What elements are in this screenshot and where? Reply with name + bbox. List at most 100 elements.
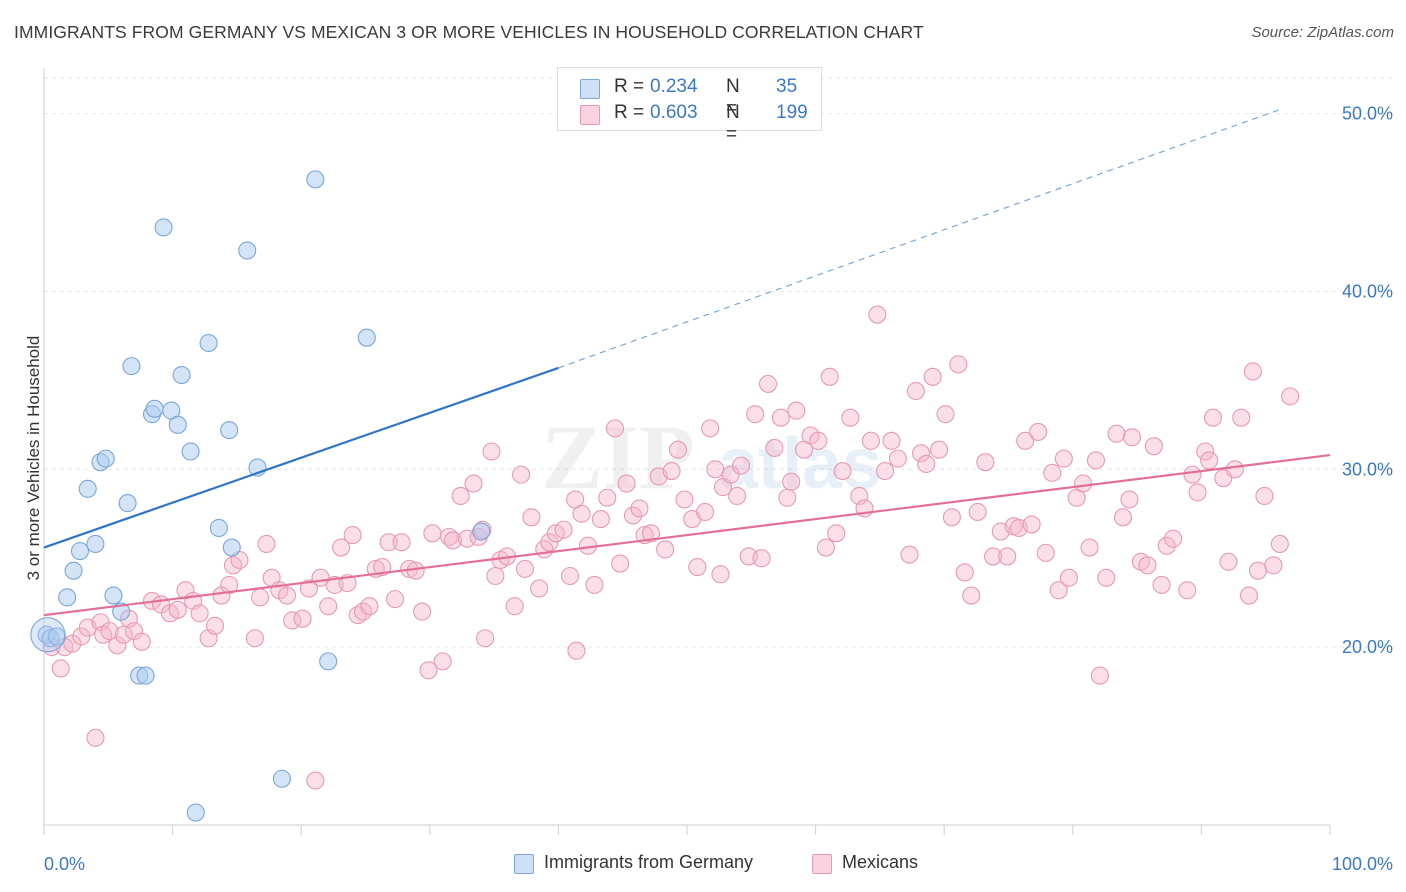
germany-point (86, 534, 105, 554)
mexicans-point (1255, 486, 1274, 506)
germany-point (272, 769, 291, 788)
mexicans-point (900, 545, 919, 564)
n-value: 35 (776, 76, 798, 97)
mexicans-point (1022, 515, 1041, 534)
r-value: 0.603 (650, 102, 698, 123)
mexicans-point (1113, 508, 1133, 527)
germany-trend-line (43, 366, 559, 549)
mexicans-point (1090, 666, 1109, 685)
mexicans-point (1054, 449, 1073, 468)
n-value: 199 (776, 102, 808, 123)
mexicans-point (617, 474, 636, 493)
y-tick-label: 50.0% (1342, 104, 1393, 124)
mexicans-point (1157, 536, 1176, 555)
mexicans-point (250, 588, 270, 607)
mexicans-point (1203, 408, 1223, 427)
mexicans-point (343, 526, 362, 545)
mexicans-swatch (580, 105, 600, 125)
mexicans-point (942, 508, 961, 527)
mexicans-point (1086, 451, 1105, 470)
germany-point (78, 479, 97, 498)
mexicans-point (1183, 465, 1202, 484)
germany-legend-swatch (514, 854, 534, 874)
mexicans-point (962, 586, 981, 605)
germany-point (199, 333, 218, 353)
mexicans-point (1016, 431, 1035, 450)
mexicans-point (293, 609, 312, 628)
mexicans-point (695, 502, 715, 522)
mexicans-point (917, 454, 936, 474)
mexicans-point (591, 510, 610, 529)
mexicans-point (1281, 387, 1300, 406)
mexicans-point (482, 442, 501, 461)
mexicans-point (423, 524, 442, 543)
germany-point (70, 542, 90, 561)
mexicans-point (572, 504, 591, 523)
r-label: R = (614, 76, 645, 97)
mexicans-point (451, 486, 470, 506)
mexicans-point (443, 531, 462, 550)
mexicans-point (1243, 362, 1262, 381)
germany-swatch (580, 79, 600, 99)
mexicans-point (567, 641, 586, 660)
mexicans-point (752, 549, 771, 568)
mexicans-points (42, 305, 1300, 790)
mexicans-point (1080, 538, 1099, 557)
germany-point (181, 442, 200, 461)
y-axis-label: 3 or more Vehicles in Household (24, 335, 43, 581)
mexicans-point (1152, 575, 1171, 594)
mexicans-point (1138, 556, 1157, 575)
y-tick-label: 20.0% (1342, 637, 1393, 657)
mexicans-point (782, 472, 801, 491)
germany-point (145, 399, 164, 418)
mexicans-point (1248, 561, 1268, 580)
mexicans-point (1232, 408, 1251, 427)
mexicans-point (623, 506, 643, 525)
germany-points (30, 170, 491, 822)
germany-point (306, 170, 325, 189)
germany-point (122, 357, 141, 376)
mexicans-point (662, 462, 681, 481)
germany-point (168, 415, 187, 434)
tick-labels: 20.0% 30.0% 40.0% 50.0% 0.0% 100.0% (44, 104, 1393, 874)
mexicans-point (1178, 581, 1197, 600)
mexicans-point (701, 419, 720, 438)
mexicans-point (190, 604, 209, 623)
mexicans-point (778, 488, 797, 507)
mexicans-point (205, 616, 225, 635)
mexicans-point (257, 534, 276, 554)
mexicans-point (1049, 581, 1068, 600)
y-tick-label: 40.0% (1342, 281, 1393, 301)
mexicans-point (998, 547, 1017, 566)
mexicans-point (530, 579, 549, 598)
germany-point (136, 666, 155, 685)
mexicans-point (1264, 556, 1283, 575)
mexicans-point (976, 453, 995, 472)
mexicans-point (833, 462, 852, 481)
mexicans-point (820, 367, 839, 386)
mexicans-point (816, 538, 835, 557)
mexicans-point (360, 597, 379, 616)
germany-point (209, 518, 228, 538)
mexicans-point (379, 533, 398, 552)
mexicans-point (949, 355, 968, 374)
mexicans-point (746, 405, 765, 424)
trend-lines (43, 109, 1331, 617)
mexicans-point (675, 490, 694, 509)
mexicans-point (765, 438, 784, 457)
mexicans-point (458, 529, 477, 548)
axes (43, 68, 1331, 835)
mexicans-point (688, 558, 707, 577)
germany-point (58, 588, 77, 607)
germany-point (319, 652, 338, 671)
mexicans-point (560, 566, 580, 586)
germany-point-cluster (30, 617, 66, 653)
mexicans-point (1200, 451, 1219, 470)
germany-point (222, 538, 241, 557)
r-label: R = (614, 102, 645, 123)
mexicans-point (392, 533, 411, 552)
legend-label: Immigrants from Germany (544, 852, 754, 872)
mexicans-point (758, 374, 778, 393)
y-tick-label: 30.0% (1342, 459, 1393, 479)
